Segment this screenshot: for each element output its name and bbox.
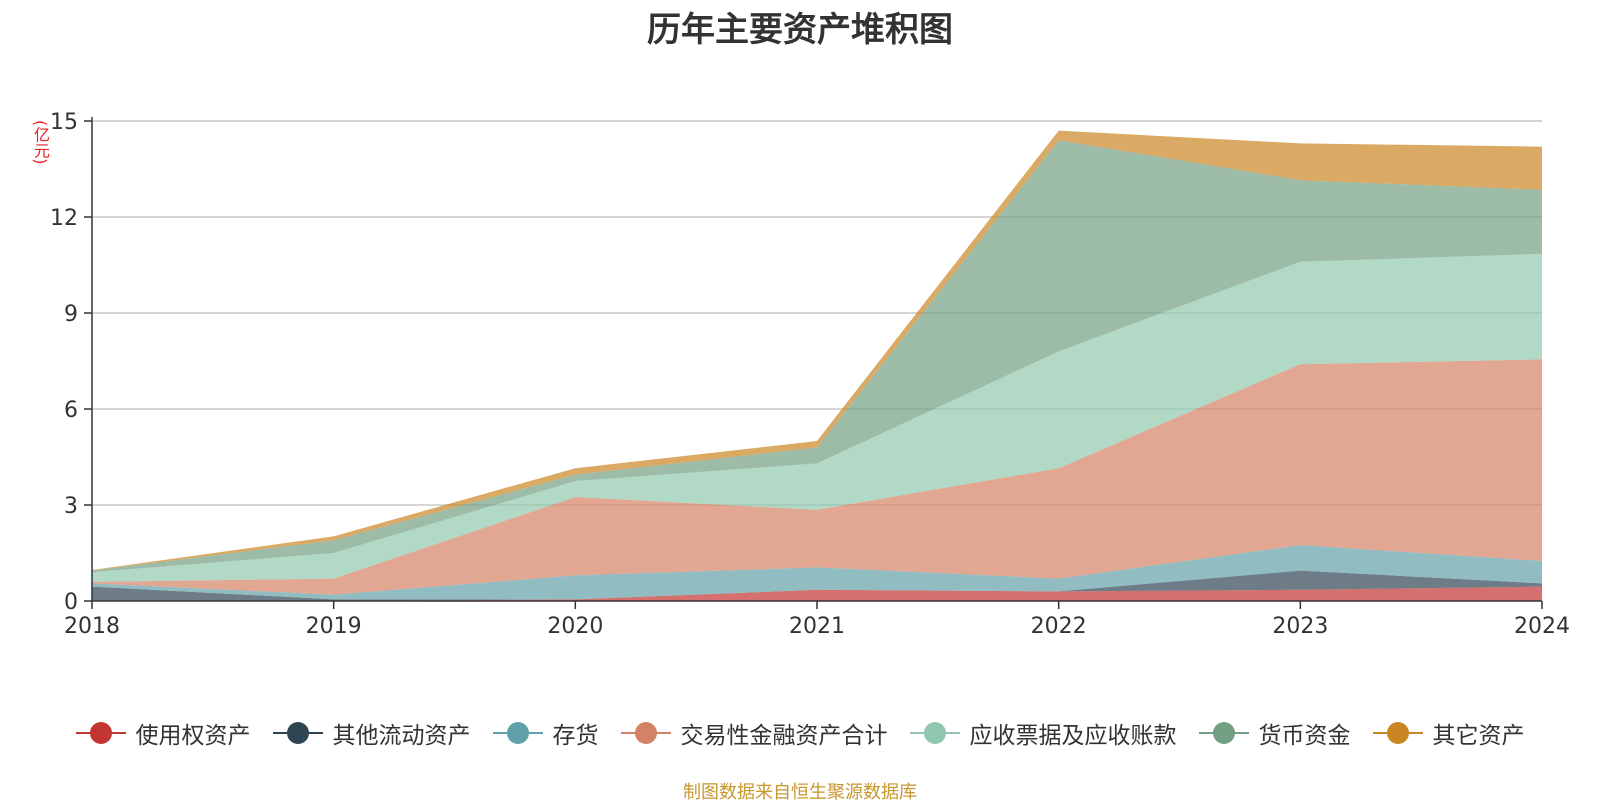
area-series-7 [92, 130, 1542, 571]
x-tick-label: 2022 [1031, 614, 1087, 639]
legend-marker-icon [1372, 720, 1423, 746]
area-series-5 [92, 253, 1542, 582]
x-tick-label: 2024 [1514, 614, 1570, 639]
legend-item[interactable]: 其它资产 [1372, 716, 1525, 750]
source-note: 制图数据来自恒生聚源数据库 [683, 782, 917, 803]
legend-marker-icon [909, 720, 960, 746]
x-tick-label: 2019 [306, 614, 362, 639]
x-tick-label: 2023 [1272, 614, 1328, 639]
y-axis-unit-label: (亿元) [31, 120, 50, 165]
area-series [92, 130, 1542, 601]
legend-marker-icon [620, 720, 671, 746]
y-tick-label: 12 [50, 206, 78, 231]
legend-label: 应收票据及应收账款 [969, 723, 1177, 749]
legend-marker-icon [1198, 720, 1249, 746]
y-tick-label: 9 [64, 302, 78, 327]
chart-title: 历年主要资产堆积图 [647, 10, 953, 50]
area-series-1 [92, 586, 1542, 601]
area-series-3 [92, 545, 1542, 600]
stacked-area-chart: 0 3 6 9 12 15 2018 2019 2020 2021 2022 2023 2024 [50, 110, 1570, 639]
legend-marker-icon [272, 720, 323, 746]
legend-label: 其它资产 [1432, 723, 1525, 749]
x-tick-label: 2020 [547, 614, 603, 639]
y-tick-label: 0 [64, 590, 78, 615]
legend-item[interactable]: 存货 [492, 716, 599, 750]
legend-marker-icon [492, 720, 543, 746]
legend-item[interactable]: 货币资金 [1198, 716, 1351, 750]
axes: 0 3 6 9 12 15 2018 2019 2020 2021 2022 2023 2024 [50, 110, 1570, 639]
legend-label: 其他流动资产 [332, 723, 471, 749]
y-tick-label: 3 [64, 494, 78, 519]
y-tick-label: 6 [64, 398, 78, 423]
legend-item[interactable]: 交易性金融资产合计 [620, 716, 888, 750]
area-series-6 [92, 140, 1542, 573]
legend-marker-icon [75, 720, 126, 746]
area-series-2 [92, 570, 1542, 601]
x-tick-label: 2021 [789, 614, 845, 639]
legend-item[interactable]: 应收票据及应收账款 [909, 716, 1177, 750]
legend-label: 货币资金 [1258, 723, 1351, 749]
legend-label: 存货 [552, 723, 599, 749]
legend-item[interactable]: 使用权资产 [75, 716, 251, 750]
x-tick-label: 2018 [64, 614, 120, 639]
legend-item[interactable]: 其他流动资产 [272, 716, 471, 750]
legend: 使用权资产 其他流动资产 存货 交易性金融资产合计 应收票据及应收账款 货币资金 其它资产 [0, 716, 1600, 750]
y-tick-label: 15 [50, 110, 78, 135]
legend-label: 交易性金融资产合计 [680, 723, 888, 749]
legend-label: 使用权资产 [135, 723, 251, 749]
area-series-4 [92, 359, 1542, 595]
